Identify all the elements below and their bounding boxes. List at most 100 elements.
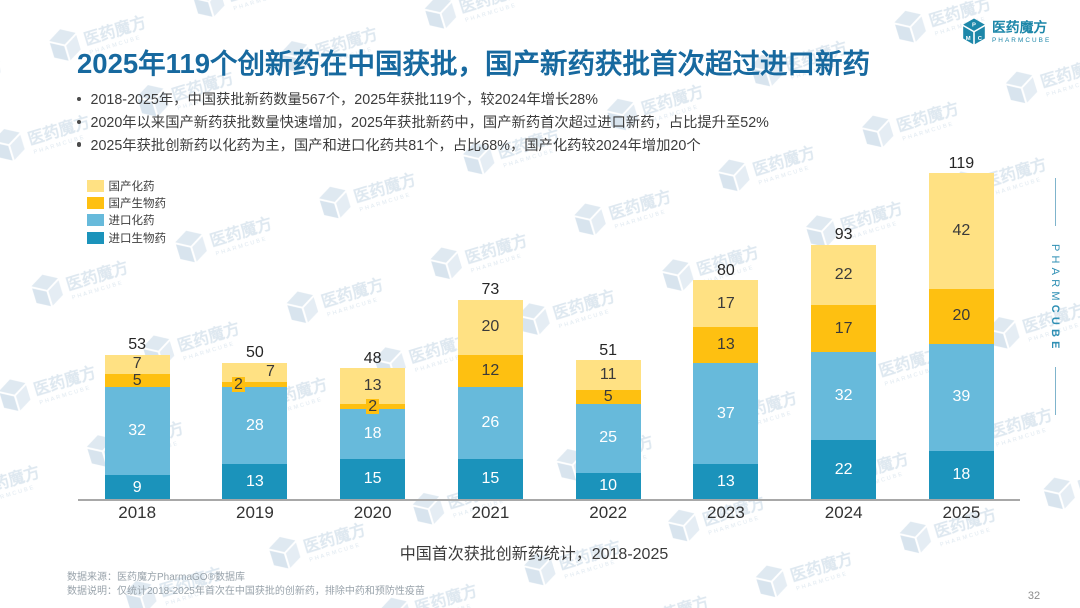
bar-segment-label: 37 (717, 404, 735, 422)
bar-total-label: 73 (481, 281, 500, 299)
bar-segment (457, 299, 523, 355)
bar-segment (104, 387, 170, 476)
bar-segment (104, 475, 170, 500)
legend-item: 国产化药 (87, 177, 166, 194)
bullet-item: 2025年获批创新药以化药为主，国产和进口化药共81个，占比68%，国产化药较2… (75, 133, 769, 156)
legend-item: 进口化药 (87, 212, 166, 229)
bar-total-label: 80 (717, 261, 735, 279)
bar-segment (928, 343, 994, 451)
bar-segment-label: 28 (246, 416, 264, 434)
bar-segment (457, 387, 523, 459)
bullet-dot (76, 119, 81, 125)
bar-segment-label: 25 (599, 429, 618, 447)
bar-segment-label: 18 (363, 425, 382, 443)
bar-total-label: 50 (246, 344, 264, 362)
bar-segment-label: 17 (834, 319, 853, 337)
bar-total-label: 119 (948, 154, 975, 172)
x-axis-category-label: 2021 (471, 503, 510, 522)
side-brand-tab: PHARMCUBE (1040, 178, 1070, 416)
legend-item: 国产生物药 (87, 194, 166, 211)
bar-segment-label: 32 (834, 386, 853, 404)
bar-segment (104, 373, 170, 388)
legend-label: 国产化药 (108, 180, 155, 193)
bar-segment (811, 439, 877, 500)
page-number: 32 (1027, 589, 1041, 602)
bullet-text: 2018-2025年，中国获批新药数量567个，2025年获批119个，较202… (90, 92, 598, 109)
bar-segment-label: 15 (481, 470, 500, 488)
bar-segment (811, 244, 877, 306)
bullet-item: 2018-2025年，中国获批新药数量567个，2025年获批119个，较202… (75, 87, 769, 110)
bar-segment-label: 32 (128, 422, 147, 440)
bar-segment-label: 20 (481, 318, 500, 336)
bar-segment (928, 450, 994, 500)
bullet-dot (76, 142, 81, 147)
bar-segment-label: 7 (132, 355, 142, 373)
bar-segment (693, 464, 759, 500)
chart-caption: 中国首次获批创新药统计，2018-2025 (399, 546, 669, 563)
bar-segment (104, 354, 170, 374)
legend-swatch (87, 231, 104, 244)
bar-segment (575, 360, 641, 391)
bar-segment (340, 368, 406, 404)
bar-segment-label: 13 (717, 473, 735, 491)
x-axis-category-label: 2018 (118, 503, 157, 522)
x-axis-line (78, 499, 1020, 501)
bar-segment-label: 7 (265, 363, 275, 381)
logo-name-chinese: 医药魔方 (992, 20, 1048, 35)
bar-segment (457, 458, 523, 500)
chart-legend: 国产化药国产生物药进口化药进口生物药 (87, 177, 166, 247)
bar-segment (928, 173, 994, 289)
bar-segment (693, 327, 759, 363)
bar-segment (457, 354, 523, 388)
legend-swatch (87, 214, 104, 227)
bar-segment (811, 305, 877, 352)
bar-segment-label: 2 (206, 376, 271, 394)
bullet-item: 2020年以来国产新药获批数量快速增加，2025年获批新药中，国产新药首次超过进… (75, 110, 769, 133)
bar-segment (340, 409, 406, 459)
bar-segment-label: 2 (340, 398, 405, 416)
bar-segment-label: 26 (481, 414, 500, 432)
logo-cube-letter-m: M (966, 35, 971, 41)
bar-segment-label: 18 (952, 466, 971, 484)
bar-segment-label: 11 (599, 366, 617, 384)
logo-cube-letter-c: C (978, 36, 983, 42)
legend-swatch (87, 179, 104, 192)
bar-segment-label: 9 (132, 478, 142, 496)
side-tab-text-bold: CUBE (1049, 304, 1061, 353)
bar-segment (340, 458, 406, 500)
bar-segment (693, 362, 759, 465)
bar-total-label: 48 (363, 349, 382, 367)
bar-segment (222, 382, 288, 388)
legend-label: 进口化药 (108, 215, 155, 228)
bar-total-label: 93 (834, 226, 853, 244)
bar-segment-label: 5 (603, 388, 613, 406)
bar-segment-label-chip: 2 (366, 397, 380, 415)
legend-label: 进口生物药 (108, 232, 167, 245)
side-tab-top-line (1055, 178, 1056, 226)
bar-segment (222, 387, 288, 465)
logo-cube-icon: P M C (963, 17, 985, 44)
bar-segment-label: 12 (481, 362, 500, 380)
side-tab-bottom-line (1055, 367, 1056, 415)
bar-segment (575, 403, 641, 473)
footnote-data-source: 数据来源：医药魔方PharmaGO®数据库 (67, 572, 245, 583)
x-axis-category-label: 2023 (707, 503, 745, 522)
logo-cube-right-face (974, 25, 985, 44)
side-tab-text-regular: PHARM (1049, 244, 1061, 305)
x-axis-category-label: 2019 (236, 503, 274, 522)
bar-segment (811, 351, 877, 440)
bar-segment-label: 13 (246, 473, 264, 491)
logo-cube-letter-p: P (972, 22, 976, 28)
bar-segment (928, 288, 994, 344)
legend-label: 国产生物药 (108, 198, 167, 211)
bar-segment (693, 280, 759, 328)
legend-item: 进口生物药 (87, 229, 166, 246)
legend-swatch (87, 197, 104, 210)
bar-segment-label: 5 (132, 371, 142, 389)
bar-segment-label: 22 (834, 265, 853, 283)
x-axis-category-label: 2025 (942, 503, 981, 522)
bar-segment (222, 464, 288, 500)
bullet-list: 2018-2025年，中国获批新药数量567个，2025年获批119个，较202… (75, 87, 769, 156)
